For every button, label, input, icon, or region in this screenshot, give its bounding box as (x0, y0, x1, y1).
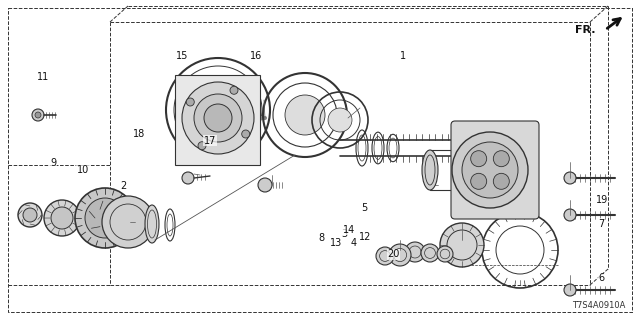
Ellipse shape (145, 205, 159, 243)
Text: 2: 2 (120, 180, 127, 191)
FancyBboxPatch shape (451, 121, 539, 219)
Circle shape (258, 178, 272, 192)
Text: 6: 6 (598, 273, 605, 284)
Circle shape (186, 98, 195, 106)
Circle shape (32, 109, 44, 121)
Text: 10: 10 (77, 164, 90, 175)
Text: T7S4A0910A: T7S4A0910A (572, 301, 625, 310)
Circle shape (85, 198, 125, 238)
Circle shape (51, 207, 73, 229)
Polygon shape (500, 128, 525, 168)
Circle shape (328, 108, 352, 132)
Text: 4: 4 (350, 238, 356, 248)
Circle shape (204, 104, 232, 132)
Text: 20: 20 (387, 249, 400, 260)
Circle shape (285, 95, 325, 135)
Circle shape (470, 173, 486, 189)
Text: 8: 8 (318, 233, 324, 244)
Text: 13: 13 (330, 238, 342, 248)
Ellipse shape (422, 150, 438, 190)
Circle shape (452, 132, 528, 208)
Text: 15: 15 (176, 51, 189, 61)
Circle shape (75, 188, 135, 248)
Circle shape (462, 142, 518, 198)
Circle shape (389, 244, 411, 266)
Circle shape (564, 284, 576, 296)
Text: 17: 17 (204, 136, 216, 146)
Text: 1: 1 (400, 51, 406, 61)
Text: 14: 14 (342, 225, 355, 235)
Text: 19: 19 (595, 195, 608, 205)
Circle shape (230, 86, 238, 94)
Circle shape (102, 196, 154, 248)
Circle shape (18, 203, 42, 227)
Circle shape (564, 209, 576, 221)
Circle shape (182, 172, 194, 184)
FancyBboxPatch shape (175, 75, 260, 165)
Circle shape (35, 112, 41, 118)
Circle shape (493, 151, 509, 167)
Text: 12: 12 (358, 232, 371, 242)
Circle shape (564, 172, 576, 184)
Text: 11: 11 (37, 72, 50, 82)
Circle shape (198, 142, 206, 150)
Circle shape (421, 244, 439, 262)
Text: FR.: FR. (575, 25, 595, 35)
Circle shape (493, 173, 509, 189)
Text: 5: 5 (362, 203, 368, 213)
Circle shape (405, 242, 425, 262)
Text: 7: 7 (598, 219, 605, 229)
Text: 18: 18 (133, 129, 146, 140)
Text: 3: 3 (341, 228, 348, 239)
Circle shape (182, 82, 254, 154)
Text: 16: 16 (250, 51, 262, 61)
Circle shape (437, 246, 453, 262)
Circle shape (194, 94, 242, 142)
Circle shape (440, 223, 484, 267)
Circle shape (376, 247, 394, 265)
Circle shape (23, 208, 37, 222)
Circle shape (470, 151, 486, 167)
Circle shape (242, 130, 250, 138)
Circle shape (44, 200, 80, 236)
Text: 9: 9 (50, 158, 56, 168)
